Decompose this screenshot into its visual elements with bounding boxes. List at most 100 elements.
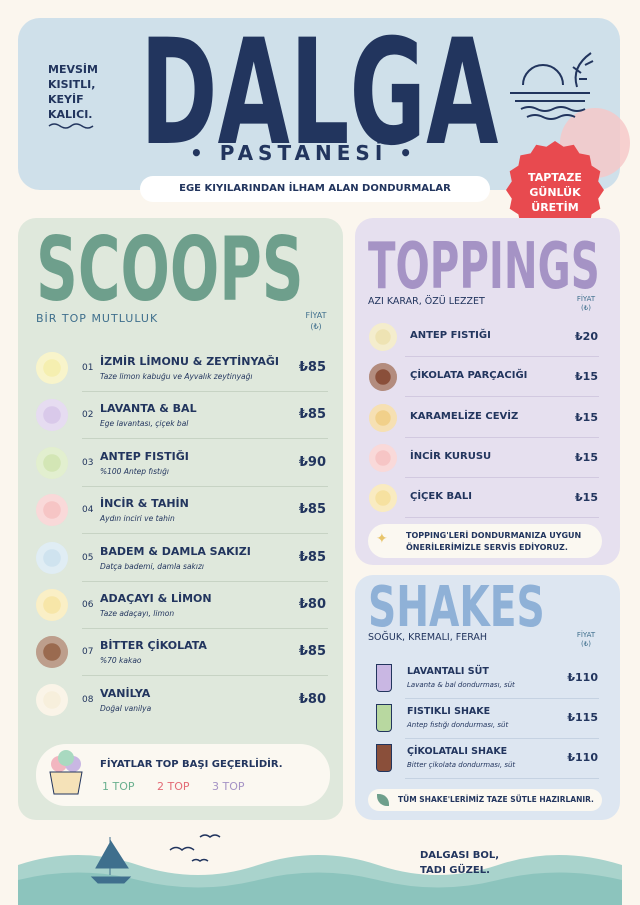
note-text: TÜM SHAKE'LERİMİZ TAZE SÜTLE HAZIRLANIR. [398,795,594,804]
item-icon [369,363,397,392]
divider [405,476,599,478]
item-name: İNCİR & TAHİN [100,497,189,511]
price-unit: (₺) [581,304,591,312]
item-icon [369,484,397,513]
item-icon [36,446,68,479]
item-name: ÇİKOLATA PARÇACIĞI [410,370,528,382]
item-name: LAVANTA & BAL [100,402,197,416]
price-header: FİYAT [576,631,596,639]
item-number: 06 [82,600,94,610]
item-price: ₺90 [298,454,326,470]
item-price: ₺80 [298,691,326,707]
item-name: VANİLYA [100,686,151,700]
brand-title: DALGA [140,8,499,178]
leaf-icon [377,794,389,806]
badge-line: GÜNLÜK [529,186,581,199]
toppings-panel [355,218,620,565]
item-description: Datça bademi, damla sakızı [100,561,204,571]
divider [82,628,328,629]
item-price: ₺85 [298,360,326,375]
tagline-line: KEYİF [48,93,84,106]
item-description: Taze adaçayı, limon [100,609,175,618]
item-description: Aydın inciri ve tahin [100,514,175,524]
item-price: ₺15 [575,450,598,464]
item-description: Taze limon kabuğu ve Ayvalık zeytinyağı [100,372,253,381]
footer-line: DALGASI BOL, [420,850,500,861]
divider [82,485,328,487]
item-name: ÇİÇEK BALI [410,491,472,503]
brand-subtitle: • PASTANESİ • [190,141,417,165]
footer-line: TADI GÜZEL. [420,865,490,876]
item-description: Ege lavantası, çiçek bal [100,419,189,429]
item-number: 01 [82,363,94,373]
tagline-line: KISITLI, [48,78,96,91]
section-title: SCOOPS [36,218,304,321]
tagline-line: KALICI. [48,108,93,121]
item-price: ₺20 [575,330,598,343]
banner-pill [140,176,490,202]
sunset-icon [510,52,594,120]
item-price: ₺85 [298,549,326,565]
item-description: Doğal vanilya [100,703,152,713]
divider [405,698,599,699]
item-price: ₺85 [298,407,326,423]
section-subtitle: AZI KARAR, ÖZÜ LEZZET [368,296,485,307]
item-number: 08 [82,694,94,705]
item-icon [369,443,397,472]
item-price: ₺15 [575,370,598,384]
item-name: KARAMELİZE CEVİZ [410,410,519,422]
item-icon [36,589,68,621]
divider [405,396,599,398]
item-price: ₺85 [298,644,326,660]
divider [82,675,328,677]
badge-line: TAPTAZE [528,171,582,184]
section-title: SHAKES [368,575,545,640]
note-text: TOPPING'LERİ DONDURMANIZA UYGUN ÖNERİLER… [406,531,582,552]
tagline: MEVSİM KISITLI, KEYİF KALICI. [48,62,98,122]
item-name: İNCİR KURUSU [410,450,492,462]
banner-text: EGE KIYILARINDAN İLHAM ALAN DONDURMALAR [179,183,451,194]
size-label: 3 TOP [212,780,245,793]
item-name: BADEM & DAMLA SAKIZI [100,544,251,558]
item-name: ADAÇAYI & LİMON [100,592,212,605]
shakes-panel [355,575,620,820]
divider [405,738,599,739]
badge-line: ÜRETİM [531,201,579,214]
item-icon [36,636,68,669]
price-header: FİYAT [576,295,596,303]
item-price: ₺115 [567,711,598,724]
wave-deco [48,123,94,129]
divider [405,356,599,357]
item-name: ÇİKOLATALI SHAKE [407,746,508,757]
item-description: %70 kakao [100,656,142,666]
price-unit: (₺) [310,322,322,331]
item-name: ANTEP FISTIĞI [100,449,189,463]
item-icon [36,683,68,716]
section-subtitle: BİR TOP MUTLULUK [36,312,159,325]
sparkle: ✦ [376,531,388,547]
size-label: 2 TOP [157,780,190,793]
item-description: Bitter çikolata dondurması, süt [407,761,516,769]
item-number: 02 [82,410,94,421]
badge-text: TAPTAZE GÜNLÜK ÜRETİM [505,170,605,215]
divider [405,517,599,519]
item-name: İZMİR LİMONU & ZEYTİNYAĞI [100,355,280,368]
divider [405,778,599,779]
sea [18,834,622,905]
item-price: ₺110 [567,671,598,684]
section-subtitle: SOĞUK, KREMALI, FERAH [368,632,488,643]
item-price: ₺80 [298,597,326,612]
divider [82,438,328,440]
item-number: 05 [82,552,94,563]
item-icon [36,352,68,384]
glass-icon [376,704,392,732]
note-text: FİYATLAR TOP BAŞI GEÇERLİDİR. [100,759,283,770]
item-number: 07 [82,647,94,658]
item-icon [36,541,68,574]
item-name: FISTIKLI SHAKE [407,706,491,717]
size-label: 1 TOP [102,780,135,793]
item-description: %100 Antep fıstığı [100,466,169,476]
cup-icon [49,750,83,795]
glass-icon [376,744,392,772]
item-name: ANTEP FISTIĞI [410,330,491,341]
